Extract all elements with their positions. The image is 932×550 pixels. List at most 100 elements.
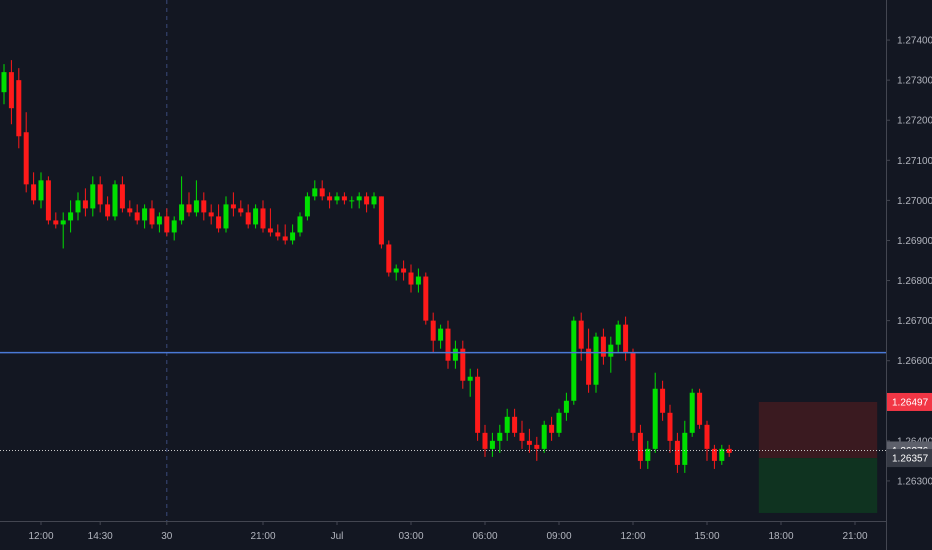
candle bbox=[497, 424, 503, 453]
candle bbox=[149, 200, 155, 229]
price-tick-label: 1.27000 bbox=[897, 196, 932, 207]
candle-body bbox=[275, 232, 281, 237]
candle bbox=[297, 212, 303, 237]
candle-body bbox=[82, 200, 88, 209]
candle bbox=[386, 240, 392, 277]
candle bbox=[334, 192, 340, 205]
candle bbox=[193, 180, 199, 217]
candle-body bbox=[704, 424, 710, 449]
candle bbox=[637, 424, 643, 469]
candle bbox=[1, 64, 7, 105]
candle-body bbox=[8, 72, 14, 109]
stop-price-tag: 1.26497 bbox=[887, 392, 932, 411]
candle bbox=[75, 192, 81, 221]
stop-loss-zone bbox=[758, 401, 878, 459]
candle-body bbox=[667, 412, 673, 441]
candle-body bbox=[719, 448, 725, 461]
candle-body bbox=[438, 328, 444, 341]
candle bbox=[60, 212, 66, 249]
candlestick-series bbox=[1, 60, 732, 473]
candle bbox=[290, 224, 296, 245]
candle bbox=[460, 340, 466, 389]
candle bbox=[304, 192, 310, 221]
time-tick-label: 06:00 bbox=[472, 531, 497, 542]
candle-body bbox=[556, 412, 562, 433]
candle-body bbox=[149, 208, 155, 225]
candle bbox=[467, 368, 473, 397]
candle-body bbox=[297, 216, 303, 233]
candle-body bbox=[660, 388, 666, 413]
price-tick-label: 1.26600 bbox=[897, 356, 932, 367]
candle bbox=[608, 336, 614, 373]
candle bbox=[223, 196, 229, 233]
candle bbox=[142, 204, 148, 229]
candle-body bbox=[393, 268, 399, 273]
candle-body bbox=[674, 440, 680, 465]
price-tick-label: 1.27100 bbox=[897, 156, 932, 167]
candle-body bbox=[304, 196, 310, 217]
candle bbox=[97, 176, 103, 213]
candle bbox=[312, 180, 318, 201]
candle-body bbox=[260, 208, 266, 229]
candle-body bbox=[38, 180, 44, 201]
candle bbox=[586, 328, 592, 393]
candle-body bbox=[415, 276, 421, 285]
candle-body bbox=[711, 448, 717, 461]
candle-body bbox=[534, 444, 540, 449]
entry-price-tag-label: 1.26357 bbox=[892, 454, 929, 465]
candle-body bbox=[193, 200, 199, 213]
candle bbox=[82, 188, 88, 217]
candle bbox=[630, 348, 636, 441]
candle-body bbox=[504, 416, 510, 433]
candle-body bbox=[445, 328, 451, 361]
candle bbox=[356, 192, 362, 209]
candle bbox=[667, 404, 673, 453]
level-lines[interactable] bbox=[0, 351, 886, 451]
candle bbox=[534, 436, 540, 461]
time-tick-label: 21:00 bbox=[250, 531, 275, 542]
candle-body bbox=[1, 72, 7, 93]
entry-price-tag-box bbox=[887, 449, 932, 468]
time-tick-label: 21:00 bbox=[842, 531, 867, 542]
candle-body bbox=[230, 204, 236, 209]
candle bbox=[704, 420, 710, 461]
candle-body bbox=[171, 220, 177, 233]
take-profit-zone bbox=[758, 458, 878, 513]
candle-body bbox=[119, 184, 125, 209]
candle bbox=[711, 444, 717, 469]
candle bbox=[267, 208, 273, 237]
candle-body bbox=[156, 216, 162, 225]
candle bbox=[38, 172, 44, 209]
candle-body bbox=[60, 220, 66, 225]
candle-body bbox=[452, 348, 458, 361]
candle bbox=[512, 408, 518, 437]
candle-body bbox=[75, 200, 81, 213]
time-axis[interactable]: 12:00 14:30 30 21:00 Jul 03:00 06:00 09:00 12:00… bbox=[0, 521, 886, 550]
candle bbox=[341, 192, 347, 205]
candle-body bbox=[371, 196, 377, 205]
candle-body bbox=[378, 196, 384, 245]
candle bbox=[179, 176, 185, 225]
position-zones bbox=[758, 401, 878, 513]
candle-body bbox=[386, 244, 392, 273]
candle-body bbox=[364, 196, 370, 205]
candle bbox=[482, 424, 488, 457]
candle bbox=[230, 192, 236, 217]
candle-body bbox=[186, 204, 192, 213]
candle-body bbox=[608, 344, 614, 357]
price-axis[interactable]: 1.27400 1.27300 1.27200 1.27100 1.27000 1.269… bbox=[886, 0, 932, 550]
candle-body bbox=[682, 432, 688, 465]
candle bbox=[260, 200, 266, 233]
candle-body bbox=[90, 184, 96, 209]
candle bbox=[253, 204, 259, 229]
time-tick-label: 15:00 bbox=[694, 531, 719, 542]
candle-body bbox=[549, 424, 555, 433]
candle bbox=[319, 180, 325, 201]
price-tick-label: 1.27200 bbox=[897, 116, 932, 127]
candle bbox=[445, 320, 451, 369]
candle bbox=[674, 432, 680, 473]
candle-body bbox=[290, 232, 296, 241]
candle bbox=[489, 432, 495, 457]
candle-body bbox=[245, 212, 251, 225]
